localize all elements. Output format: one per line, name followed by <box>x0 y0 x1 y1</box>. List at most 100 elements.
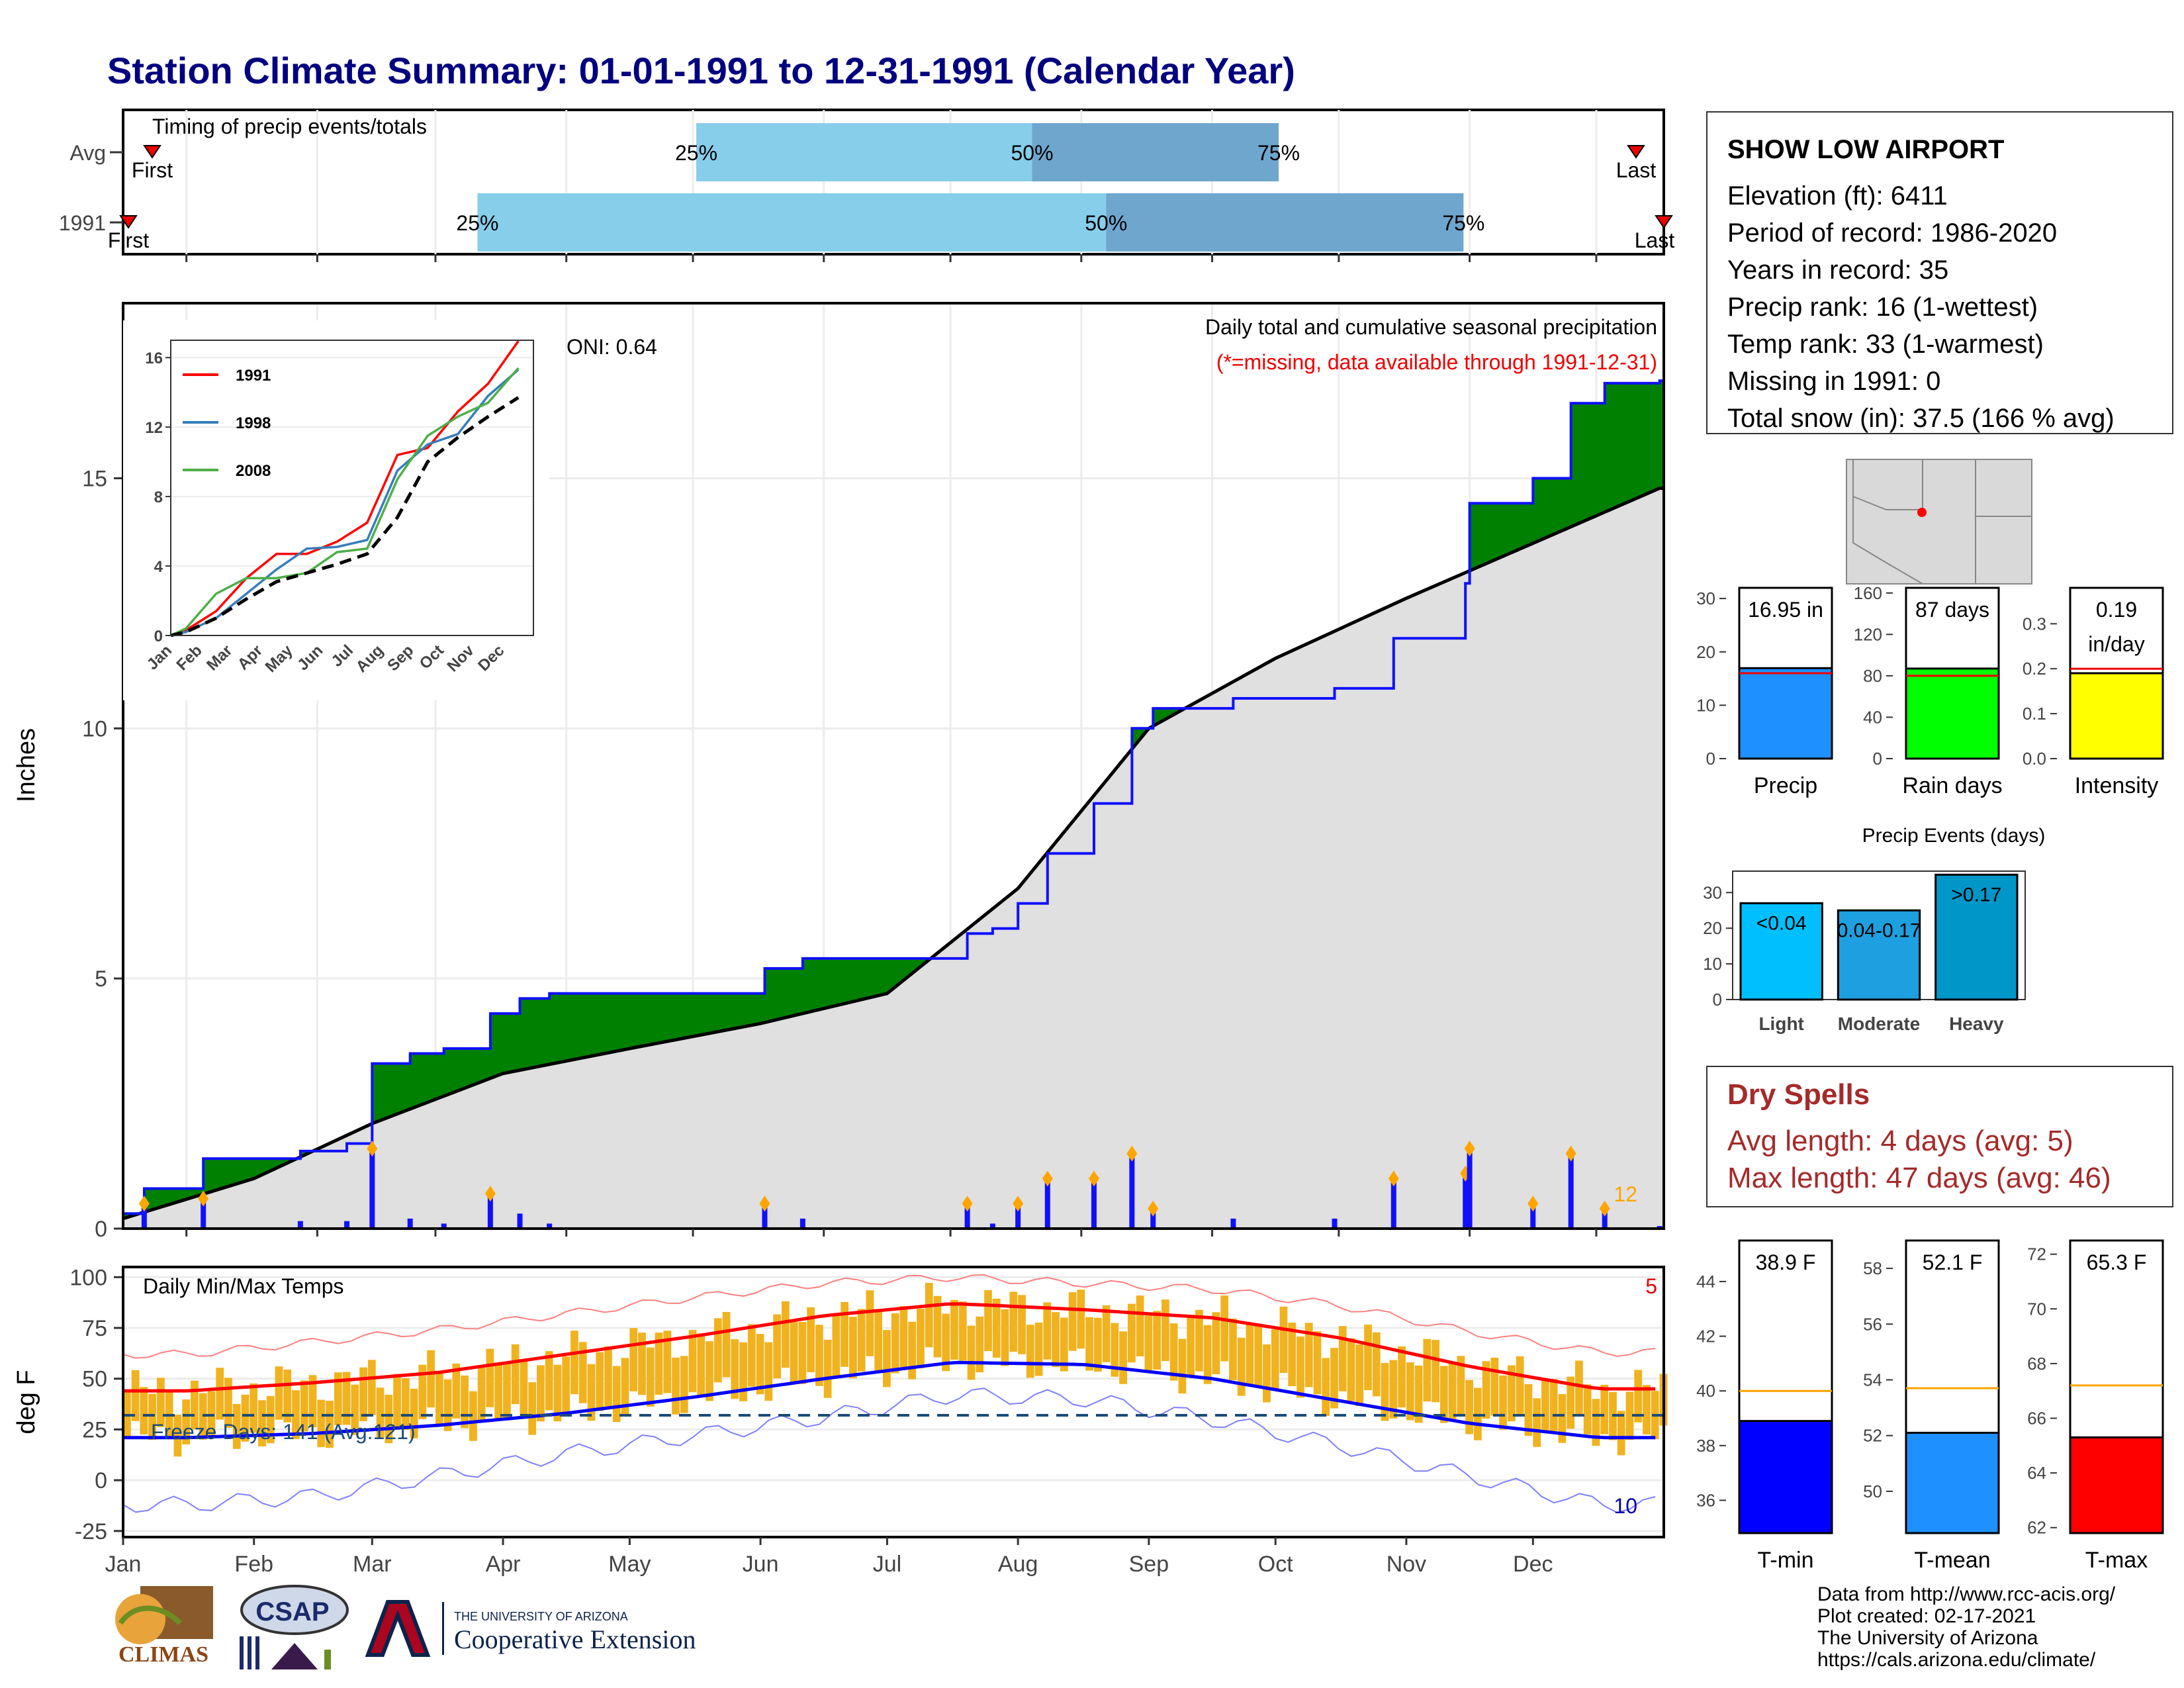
daily-temp-bar <box>1643 1385 1651 1434</box>
daily-temp-bar <box>747 1324 756 1387</box>
mini-value-label: 0.19 <box>2096 598 2137 622</box>
daily-temp-bar <box>917 1309 925 1369</box>
freeze-days-label: Freeze Days: 141 (Avg:121) <box>151 1420 416 1444</box>
daily-temp-bar <box>578 1342 587 1403</box>
daily-temp-bar <box>1153 1311 1161 1370</box>
events-ytick-label: 0 <box>1713 990 1722 1009</box>
daily-temp-bar <box>866 1290 874 1356</box>
station-missing: Missing in 1991: 0 <box>1727 367 1941 396</box>
event-category-label: Light <box>1758 1013 1803 1034</box>
temp-ytick-label: 100 <box>69 1265 107 1290</box>
daily-temp-bar <box>984 1290 992 1352</box>
daily-temp-bar <box>140 1387 148 1435</box>
inset-series-line <box>170 367 520 637</box>
mini-ytick-label: 44 <box>1696 1272 1715 1291</box>
mini-ytick-label: 0 <box>1706 749 1715 769</box>
daily-precip-bar <box>141 1203 147 1229</box>
timing-bar-q2 <box>477 193 1107 252</box>
daily-temp-bar <box>1330 1348 1338 1409</box>
month-label: Sep <box>1129 1552 1169 1577</box>
footer-line: The University of Arizona <box>1817 1627 2038 1649</box>
mini-ytick-label: 72 <box>2027 1244 2046 1264</box>
daily-temp-bar <box>494 1364 503 1420</box>
daily-temp-bar <box>1161 1299 1169 1362</box>
daily-temp-bar <box>435 1373 443 1426</box>
daily-temp-bar <box>1516 1356 1524 1414</box>
daily-precip-bar <box>441 1223 447 1229</box>
daily-temp-bar <box>1398 1346 1406 1408</box>
mini-category-label: T-min <box>1758 1548 1814 1573</box>
station-name: SHOW LOW AIRPORT <box>1727 135 2005 164</box>
daily-precip-bar <box>369 1149 375 1229</box>
mini-ytick-label: 0 <box>1873 749 1882 769</box>
mini-bar <box>1738 1420 1833 1534</box>
daily-temp-bar <box>933 1295 942 1358</box>
month-label: Aug <box>998 1552 1038 1577</box>
daily-precip-bar <box>487 1194 493 1229</box>
month-label: Jun <box>743 1552 779 1577</box>
daily-temp-bar <box>1533 1398 1541 1447</box>
daily-temp-bar <box>1271 1329 1279 1391</box>
daily-temp-bar <box>1541 1378 1549 1431</box>
daily-temp-bar <box>1060 1317 1068 1372</box>
events-ytick-label: 10 <box>1703 954 1722 974</box>
daily-temp-bar <box>1600 1384 1609 1434</box>
daily-temp-bar <box>1111 1323 1119 1377</box>
mini-ytick-label: 42 <box>1696 1327 1715 1346</box>
temp-ytick-label: 50 <box>82 1367 107 1392</box>
daily-temp-bar <box>148 1393 157 1440</box>
daily-temp-bar <box>1347 1338 1355 1401</box>
mini-ytick-label: 58 <box>1863 1258 1882 1278</box>
station-elevation: Elevation (ft): 6411 <box>1727 181 1948 211</box>
event-category-label: Heavy <box>1949 1013 2004 1034</box>
daily-temp-bar <box>266 1395 275 1444</box>
daily-precip-bar <box>297 1221 303 1229</box>
daily-precip-bar <box>1015 1203 1021 1229</box>
daily-temp-bar <box>688 1330 697 1393</box>
daily-temp-bar <box>359 1367 367 1421</box>
daily-temp-bar <box>562 1356 570 1415</box>
daily-temp-bar <box>638 1333 646 1395</box>
timing-pct-label: 75% <box>1442 211 1484 235</box>
daily-temp-bar <box>443 1379 452 1431</box>
daily-temp-bar <box>1465 1380 1473 1434</box>
timing-pct-label: 25% <box>456 211 498 235</box>
station-info-box: SHOW LOW AIRPORT Elevation (ft): 6411 Pe… <box>1706 111 2173 434</box>
daily-precip-bar <box>517 1213 523 1229</box>
daily-temp-bar <box>672 1357 680 1415</box>
mini-value-label: 65.3 F <box>2087 1250 2147 1274</box>
daily-temp-bar <box>182 1399 191 1445</box>
mini-ytick-label: 80 <box>1863 666 1882 686</box>
timing-label: Timing of precip events/totals <box>152 115 427 138</box>
climas-logo-text: CLIMAS <box>118 1642 208 1667</box>
daily-temp-bar <box>342 1372 351 1425</box>
mini-value-label: 87 days <box>1915 598 1989 622</box>
daily-temp-bar <box>292 1390 300 1439</box>
inset-legend-label: 1991 <box>236 367 271 385</box>
mini-category-label: Precip <box>1754 773 1817 798</box>
daily-temp-bar <box>1297 1336 1304 1398</box>
daily-temp-bar <box>874 1309 883 1372</box>
last-marker <box>1627 145 1645 159</box>
precip-ytick-label: 15 <box>82 466 107 491</box>
daily-precip-bar <box>1568 1153 1574 1229</box>
daily-temp-bar <box>317 1399 326 1448</box>
event-bar <box>1837 909 1921 1001</box>
mini-ytick-label: 52 <box>1863 1426 1882 1446</box>
daily-temp-bar <box>1322 1358 1330 1417</box>
first-marker <box>143 145 161 159</box>
daily-precip-bar <box>1467 1149 1473 1229</box>
daily-temp-bar <box>1457 1356 1465 1415</box>
daily-temp-bar <box>1575 1360 1583 1416</box>
daily-temp-bar <box>629 1328 638 1391</box>
inset-legend-label: 1998 <box>236 414 271 432</box>
daily-precip-marker <box>484 1186 496 1202</box>
record-min-line <box>122 1387 1656 1514</box>
events-title: Precip Events (days) <box>1862 825 2046 847</box>
daily-temp-bar <box>722 1311 731 1378</box>
mini-value-label: in/day <box>2088 632 2144 656</box>
mini-ytick-label: 64 <box>2027 1463 2046 1483</box>
record-max-line <box>122 1274 1656 1359</box>
month-label: Apr <box>486 1552 521 1577</box>
